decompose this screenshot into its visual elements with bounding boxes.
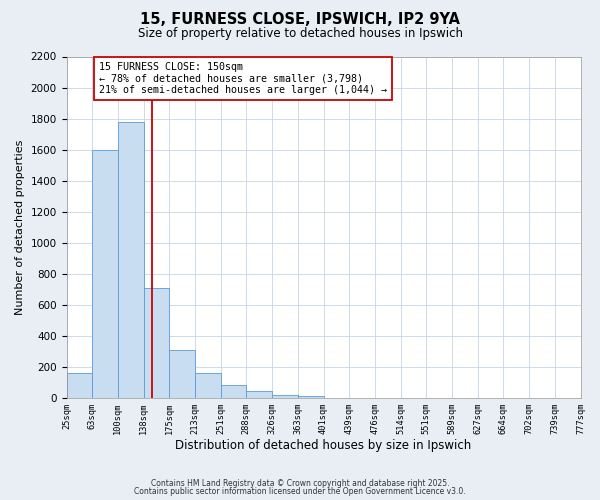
Bar (272, 396, 298, 398)
Bar (298, 396, 323, 398)
Bar (144, 288, 169, 398)
Text: 15 FURNESS CLOSE: 150sqm
← 78% of detached houses are smaller (3,798)
21% of sem: 15 FURNESS CLOSE: 150sqm ← 78% of detach… (100, 62, 388, 95)
Text: Size of property relative to detached houses in Ipswich: Size of property relative to detached ho… (137, 28, 463, 40)
Bar (92, 150, 118, 398)
Bar (246, 392, 272, 398)
X-axis label: Distribution of detached houses by size in Ipswich: Distribution of detached houses by size … (175, 440, 472, 452)
Text: Contains HM Land Registry data © Crown copyright and database right 2025.: Contains HM Land Registry data © Crown c… (151, 478, 449, 488)
Text: Contains public sector information licensed under the Open Government Licence v3: Contains public sector information licen… (134, 487, 466, 496)
Bar (195, 373, 221, 398)
Bar (118, 122, 144, 398)
Bar (169, 350, 195, 398)
Bar (221, 385, 246, 398)
Y-axis label: Number of detached properties: Number of detached properties (15, 140, 25, 314)
Text: 15, FURNESS CLOSE, IPSWICH, IP2 9YA: 15, FURNESS CLOSE, IPSWICH, IP2 9YA (140, 12, 460, 28)
Bar (67, 373, 92, 398)
